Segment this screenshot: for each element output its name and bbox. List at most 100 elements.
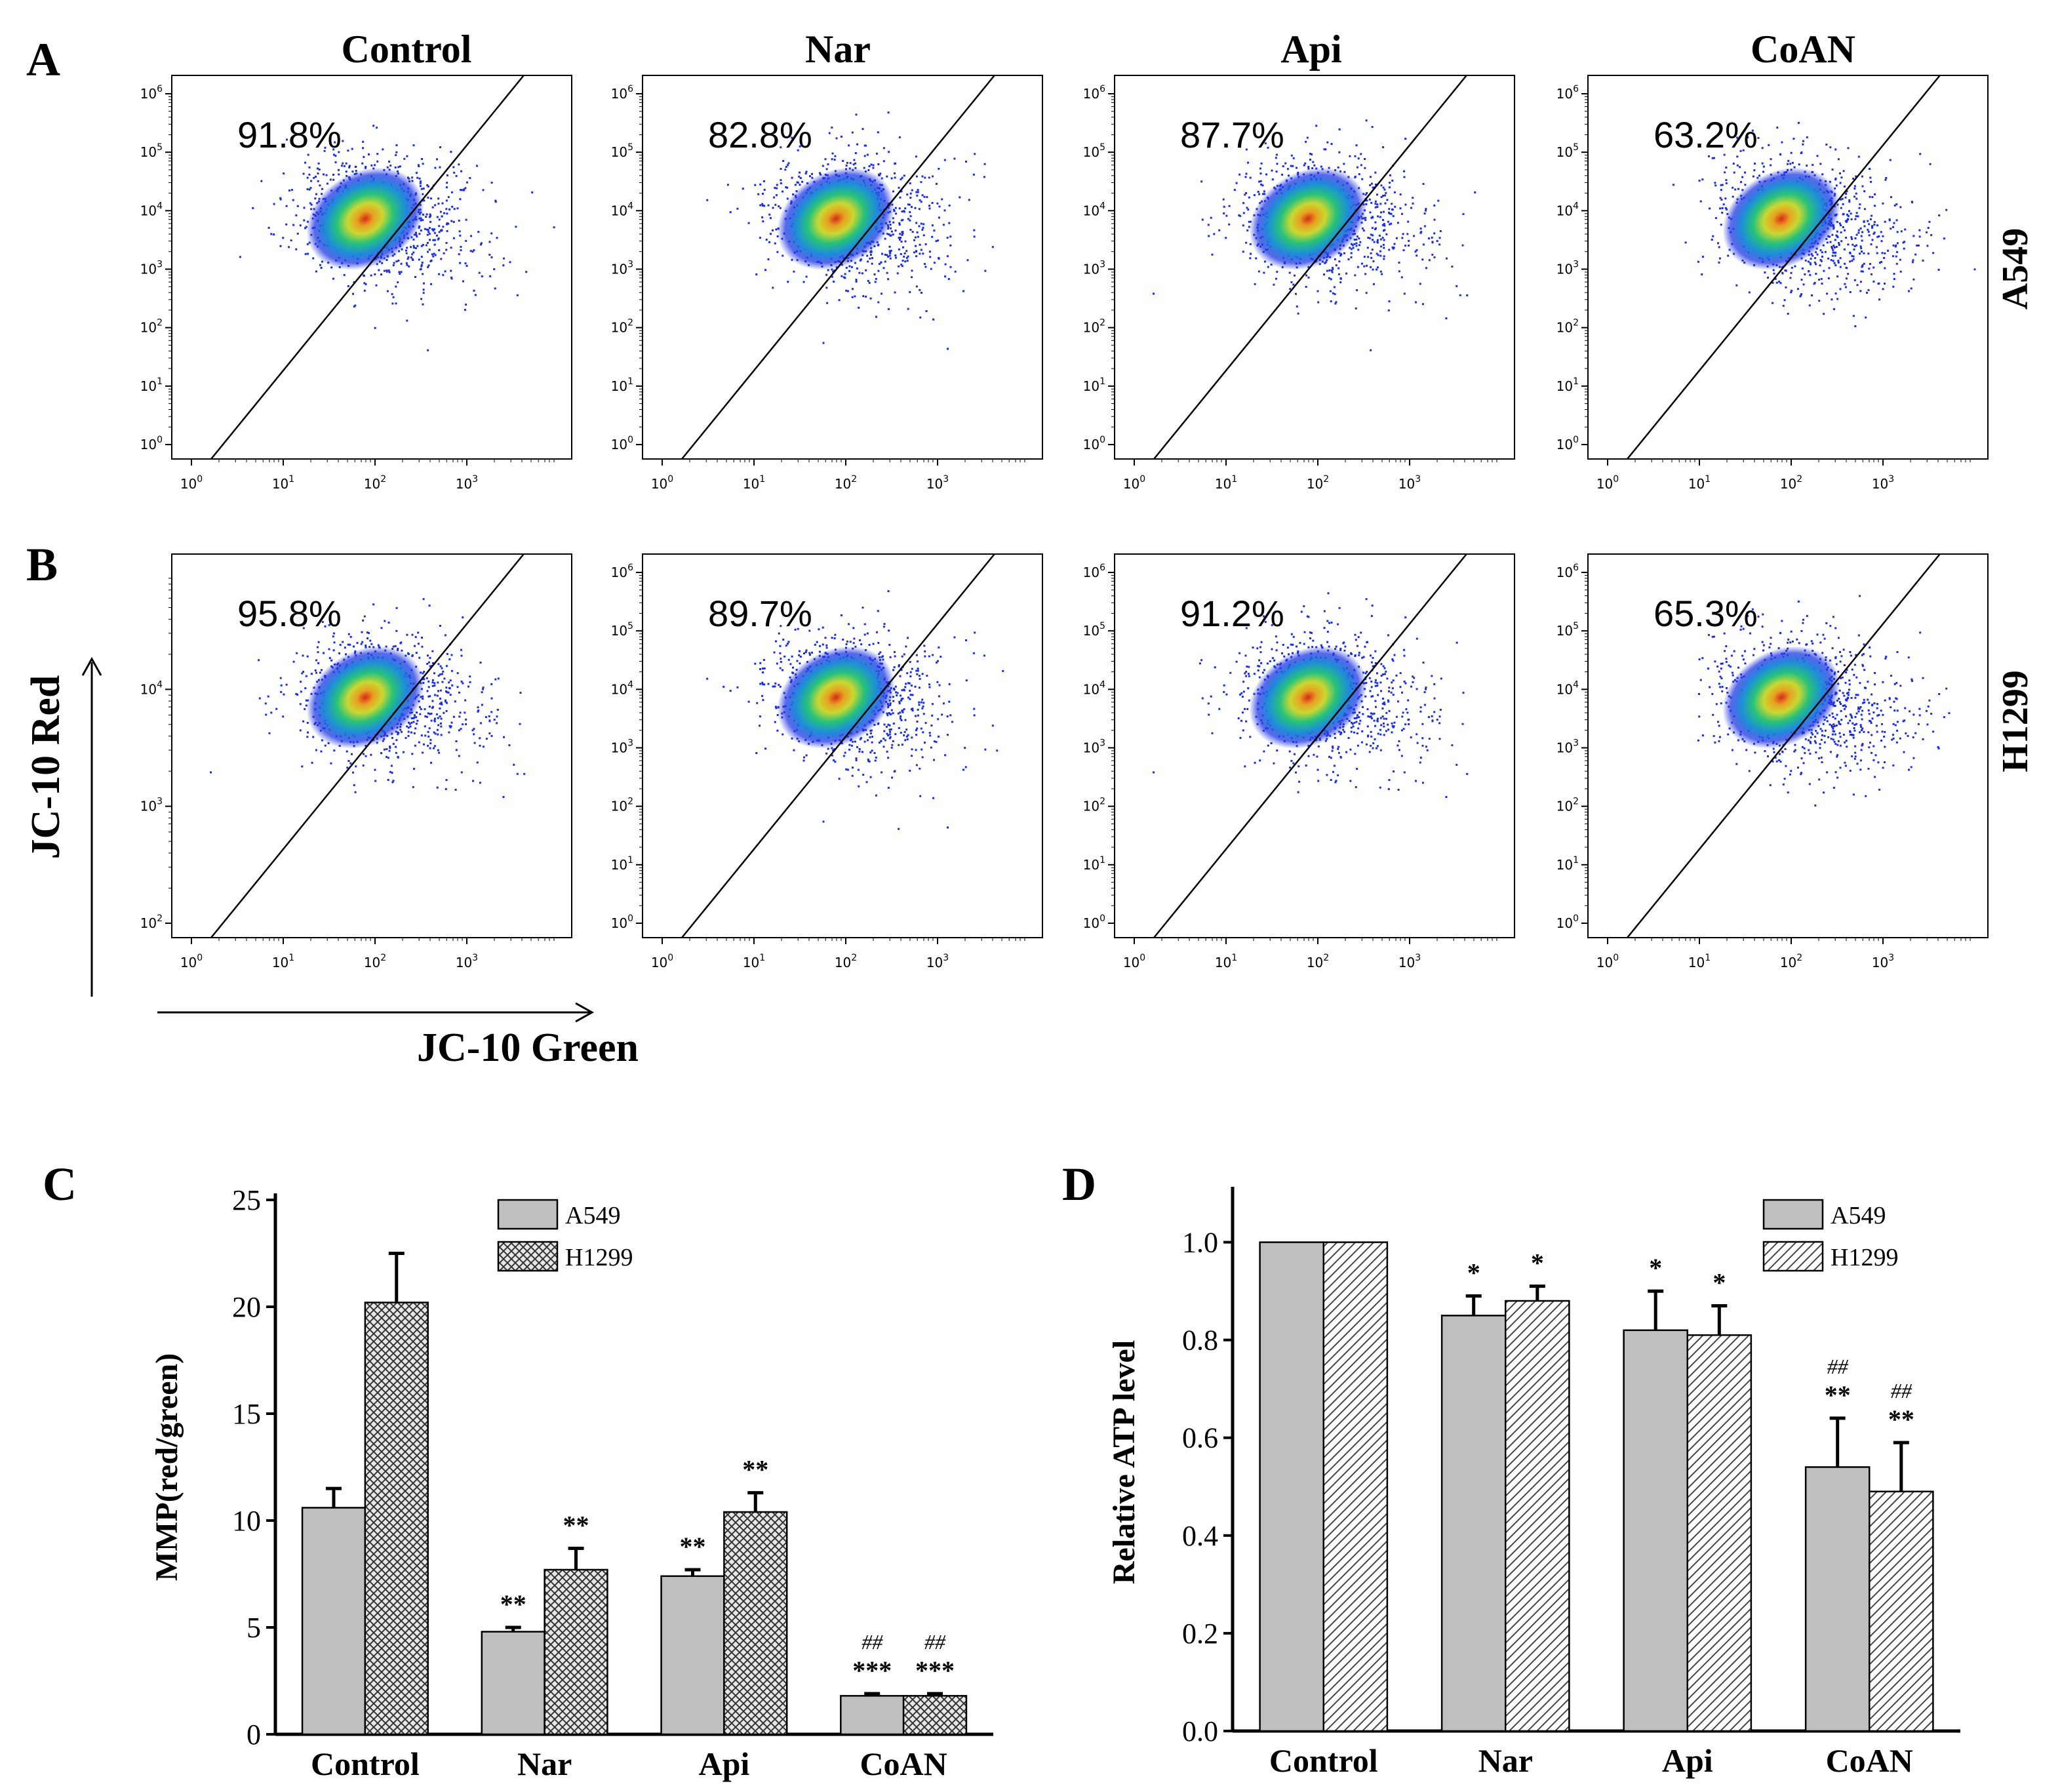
- x-tick-exponent: 0: [667, 474, 673, 485]
- x-tick-label: 102: [364, 953, 386, 970]
- event-dot: [805, 275, 808, 278]
- event-dot: [1725, 167, 1728, 169]
- event-dot: [1851, 238, 1853, 240]
- event-dot: [282, 237, 285, 239]
- event-dot: [1722, 203, 1725, 206]
- event-dot: [1866, 292, 1868, 294]
- event-dot: [460, 189, 462, 191]
- event-dot: [429, 713, 431, 715]
- event-dot: [1357, 249, 1360, 251]
- event-dot: [944, 275, 947, 278]
- event-dot: [421, 261, 424, 264]
- event-dot: [881, 252, 883, 255]
- event-dot: [1347, 258, 1350, 260]
- event-dot: [869, 251, 872, 254]
- event-dot: [1855, 233, 1858, 236]
- event-dot: [774, 187, 776, 189]
- event-dot: [328, 657, 331, 660]
- event-dot: [915, 245, 917, 247]
- event-dot: [1244, 176, 1247, 178]
- event-dot: [391, 781, 394, 784]
- event-dot: [441, 215, 443, 218]
- event-dot: [428, 233, 431, 235]
- event-dot: [435, 234, 438, 237]
- event-dot: [786, 186, 789, 189]
- event-dot: [427, 186, 429, 188]
- event-dot: [1819, 163, 1822, 165]
- event-dot: [444, 270, 446, 273]
- event-dot: [1713, 157, 1715, 159]
- event-dot: [1225, 214, 1228, 217]
- event-dot: [1259, 167, 1261, 170]
- event-dot: [349, 643, 351, 646]
- event-dot: [430, 712, 433, 715]
- event-dot: [1388, 300, 1391, 303]
- event-dot: [436, 786, 439, 789]
- event-dot: [1855, 212, 1858, 214]
- event-dot: [1323, 273, 1325, 276]
- event-dot: [410, 721, 413, 724]
- event-dot: [1744, 171, 1746, 174]
- x-tick-label: 101: [1688, 474, 1711, 492]
- event-dot: [1372, 186, 1374, 189]
- event-dot: [911, 276, 913, 279]
- event-dot: [1377, 215, 1379, 218]
- event-dot: [1376, 193, 1378, 196]
- event-dot: [428, 706, 431, 708]
- event-cloud: [706, 111, 994, 350]
- event-dot: [1370, 349, 1372, 351]
- event-dot: [1419, 283, 1421, 285]
- event-dot: [343, 165, 346, 167]
- event-dot: [503, 257, 505, 260]
- event-dot: [1349, 247, 1351, 249]
- event-dot: [1343, 163, 1345, 165]
- event-dot: [442, 670, 445, 673]
- event-dot: [408, 265, 410, 268]
- event-dot: [406, 258, 409, 260]
- event-dot: [1223, 212, 1225, 214]
- event-dot: [394, 166, 397, 169]
- event-dot: [900, 219, 903, 222]
- x-tick-exponent: 0: [1613, 474, 1619, 485]
- event-dot: [898, 237, 900, 239]
- event-dot: [1402, 233, 1404, 235]
- event-dot: [1391, 203, 1393, 205]
- event-dot: [907, 218, 909, 220]
- event-dot: [1384, 194, 1386, 197]
- x-tick-label: 103: [1398, 474, 1421, 492]
- event-dot: [1245, 172, 1248, 175]
- event-dot: [831, 275, 833, 278]
- event-dot: [779, 207, 782, 209]
- event-dot: [805, 170, 808, 173]
- event-dot: [1811, 294, 1813, 296]
- event-dot: [446, 212, 448, 215]
- event-dot: [415, 233, 418, 236]
- event-dot: [1355, 307, 1357, 309]
- event-dot: [415, 652, 418, 654]
- event-dot: [395, 751, 397, 754]
- event-dot: [851, 296, 854, 298]
- event-dot: [866, 153, 869, 156]
- event-dot: [1912, 235, 1915, 237]
- event-dot: [519, 692, 522, 694]
- event-dot: [1783, 299, 1786, 302]
- event-dot: [381, 262, 384, 264]
- event-dot: [840, 135, 842, 138]
- event-dot: [343, 273, 346, 276]
- event-dot: [347, 149, 349, 152]
- y-axis-label-jc10-red: JC-10 Red: [24, 675, 68, 860]
- event-dot: [496, 722, 498, 725]
- event-dot: [1289, 288, 1292, 290]
- event-dot: [785, 166, 787, 169]
- event-dot: [1366, 192, 1368, 194]
- event-dot: [497, 677, 500, 680]
- event-dot: [479, 744, 481, 747]
- event-dot: [1242, 202, 1245, 205]
- event-dot: [938, 216, 940, 219]
- event-dot: [1211, 253, 1214, 256]
- event-dot: [372, 125, 375, 127]
- event-dot: [1416, 249, 1418, 252]
- event-dot: [1261, 193, 1264, 195]
- event-dot: [408, 721, 410, 724]
